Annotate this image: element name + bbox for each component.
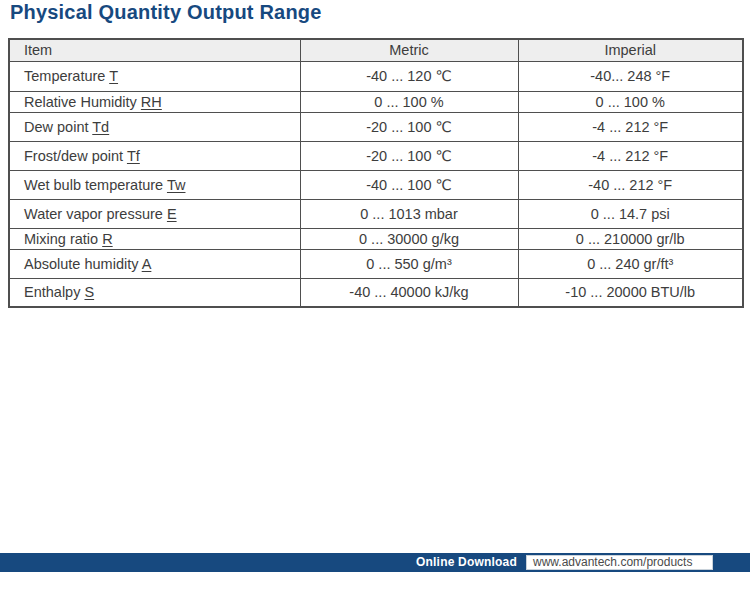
metric-value: -40 ... 40000 kJ/kg [300, 278, 518, 307]
page-title: Physical Quantity Output Range [10, 1, 322, 24]
item-cell: Water vapor pressure E [9, 199, 300, 228]
table-row: Absolute humidity A 0 ... 550 g/m³ 0 ...… [9, 249, 743, 278]
item-label: Water vapor pressure [24, 206, 163, 222]
metric-value: 0 ... 550 g/m³ [300, 249, 518, 278]
table-row: Water vapor pressure E 0 ... 1013 mbar 0… [9, 199, 743, 228]
item-label: Mixing ratio [24, 231, 98, 247]
table-row: Wet bulb temperature Tw -40 ... 100 ℃ -4… [9, 170, 743, 199]
table-header-row: Item Metric Imperial [9, 39, 743, 61]
item-symbol: Tf [127, 148, 140, 164]
column-header-metric: Metric [300, 39, 518, 61]
physical-quantity-table: Item Metric Imperial Temperature T -40 .… [8, 38, 744, 308]
item-symbol: T [109, 68, 118, 84]
item-cell: Mixing ratio R [9, 228, 300, 249]
table-row: Temperature T -40 ... 120 ℃ -40... 248 °… [9, 61, 743, 91]
item-label: Frost/dew point [24, 148, 123, 164]
metric-value: -40 ... 120 ℃ [300, 61, 518, 91]
footer-bar: Online Download www.advantech.com/produc… [0, 553, 750, 572]
column-header-item: Item [9, 39, 300, 61]
imperial-value: 0 ... 100 % [518, 91, 743, 112]
item-cell: Wet bulb temperature Tw [9, 170, 300, 199]
imperial-value: -40 ... 212 °F [518, 170, 743, 199]
item-cell: Relative Humidity RH [9, 91, 300, 112]
table-row: Dew point Td -20 ... 100 ℃ -4 ... 212 °F [9, 112, 743, 141]
item-label: Dew point [24, 119, 88, 135]
metric-value: -20 ... 100 ℃ [300, 141, 518, 170]
item-cell: Frost/dew point Tf [9, 141, 300, 170]
imperial-value: -4 ... 212 °F [518, 112, 743, 141]
metric-value: 0 ... 30000 g/kg [300, 228, 518, 249]
item-label: Absolute humidity [24, 256, 138, 272]
table-row: Enthalpy S -40 ... 40000 kJ/kg -10 ... 2… [9, 278, 743, 307]
metric-value: 0 ... 1013 mbar [300, 199, 518, 228]
download-url-box[interactable]: www.advantech.com/products [526, 555, 713, 570]
metric-value: 0 ... 100 % [300, 91, 518, 112]
table-row: Relative Humidity RH 0 ... 100 % 0 ... 1… [9, 91, 743, 112]
item-symbol: Tw [167, 177, 186, 193]
item-cell: Absolute humidity A [9, 249, 300, 278]
item-symbol: E [167, 206, 177, 222]
table-row: Mixing ratio R 0 ... 30000 g/kg 0 ... 21… [9, 228, 743, 249]
online-download-label: Online Download [416, 553, 517, 572]
item-symbol: A [142, 256, 152, 272]
datasheet-page: Physical Quantity Output Range Item Metr… [0, 0, 750, 591]
item-symbol: S [84, 284, 94, 300]
item-symbol: Td [92, 119, 109, 135]
item-cell: Temperature T [9, 61, 300, 91]
metric-value: -20 ... 100 ℃ [300, 112, 518, 141]
column-header-imperial: Imperial [518, 39, 743, 61]
item-label: Temperature [24, 68, 105, 84]
table-body: Temperature T -40 ... 120 ℃ -40... 248 °… [9, 61, 743, 307]
download-url[interactable]: www.advantech.com/products [533, 555, 692, 569]
imperial-value: 0 ... 210000 gr/lb [518, 228, 743, 249]
imperial-value: -10 ... 20000 BTU/lb [518, 278, 743, 307]
item-symbol: RH [141, 94, 162, 110]
item-cell: Enthalpy S [9, 278, 300, 307]
imperial-value: -4 ... 212 °F [518, 141, 743, 170]
imperial-value: -40... 248 °F [518, 61, 743, 91]
imperial-value: 0 ... 14.7 psi [518, 199, 743, 228]
item-label: Relative Humidity [24, 94, 137, 110]
metric-value: -40 ... 100 ℃ [300, 170, 518, 199]
item-label: Enthalpy [24, 284, 80, 300]
item-cell: Dew point Td [9, 112, 300, 141]
imperial-value: 0 ... 240 gr/ft³ [518, 249, 743, 278]
table-row: Frost/dew point Tf -20 ... 100 ℃ -4 ... … [9, 141, 743, 170]
item-label: Wet bulb temperature [24, 177, 163, 193]
item-symbol: R [102, 231, 112, 247]
